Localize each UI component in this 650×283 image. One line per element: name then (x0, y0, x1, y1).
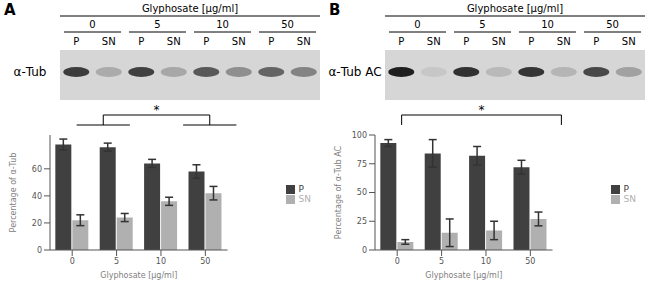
svg-text:5: 5 (154, 19, 160, 30)
svg-text:60: 60 (32, 165, 42, 174)
svg-text:SN: SN (492, 36, 506, 47)
svg-text:α-Tub: α-Tub (14, 65, 47, 79)
svg-text:5: 5 (439, 257, 444, 266)
svg-text:P: P (203, 36, 209, 47)
svg-text:SN: SN (622, 36, 636, 47)
svg-text:SN: SN (427, 36, 441, 47)
svg-text:50: 50 (200, 257, 210, 266)
html-text:SN: SN (298, 194, 311, 204)
svg-text:B: B (329, 1, 340, 19)
svg-text:P: P (73, 36, 79, 47)
svg-text:75: 75 (357, 160, 367, 169)
svg-text:*: * (479, 105, 485, 117)
svg-text:50: 50 (357, 188, 367, 197)
svg-text:5: 5 (114, 257, 119, 266)
svg-text:α-Tub AC: α-Tub AC (328, 65, 381, 79)
svg-text:P: P (593, 36, 599, 47)
svg-text:SN: SN (232, 36, 246, 47)
svg-text:P: P (528, 36, 534, 47)
svg-text:Percentage of α-Tub: Percentage of α-Tub (9, 153, 18, 233)
svg-text:100: 100 (352, 131, 367, 140)
svg-text:Glyphosate [µg/ml]: Glyphosate [µg/ml] (467, 3, 563, 14)
svg-text:0: 0 (414, 19, 420, 30)
svg-text:10: 10 (481, 257, 491, 266)
svg-text:P: P (268, 36, 274, 47)
svg-text:*: * (154, 105, 160, 117)
svg-text:0: 0 (37, 246, 42, 255)
svg-text:50: 50 (525, 257, 535, 266)
svg-text:0: 0 (395, 257, 400, 266)
svg-text:50: 50 (281, 19, 294, 30)
svg-text:0: 0 (89, 19, 95, 30)
svg-text:5: 5 (479, 19, 485, 30)
svg-text:50: 50 (606, 19, 619, 30)
svg-text:P: P (463, 36, 469, 47)
svg-text:P: P (398, 36, 404, 47)
html-text:SN: SN (623, 194, 636, 204)
html-text:P: P (623, 184, 629, 194)
svg-text:Glyphosate [µg/ml]: Glyphosate [µg/ml] (100, 271, 177, 280)
svg-text:40: 40 (32, 192, 42, 201)
svg-text:SN: SN (102, 36, 116, 47)
svg-text:20: 20 (32, 219, 42, 228)
svg-text:Glyphosate [µg/ml]: Glyphosate [µg/ml] (425, 271, 502, 280)
svg-text:SN: SN (557, 36, 571, 47)
html-text:P: P (298, 184, 304, 194)
svg-text:25: 25 (357, 217, 367, 226)
svg-text:10: 10 (156, 257, 166, 266)
svg-text:P: P (138, 36, 144, 47)
svg-text:SN: SN (297, 36, 311, 47)
svg-text:SN: SN (167, 36, 181, 47)
svg-text:Percentage of α-Tub AC: Percentage of α-Tub AC (334, 145, 343, 239)
svg-text:A: A (8, 1, 16, 19)
svg-text:10: 10 (216, 19, 229, 30)
svg-text:0: 0 (70, 257, 75, 266)
svg-text:0: 0 (362, 246, 367, 255)
svg-text:Glyphosate [µg/ml]: Glyphosate [µg/ml] (142, 3, 238, 14)
svg-text:10: 10 (541, 19, 554, 30)
